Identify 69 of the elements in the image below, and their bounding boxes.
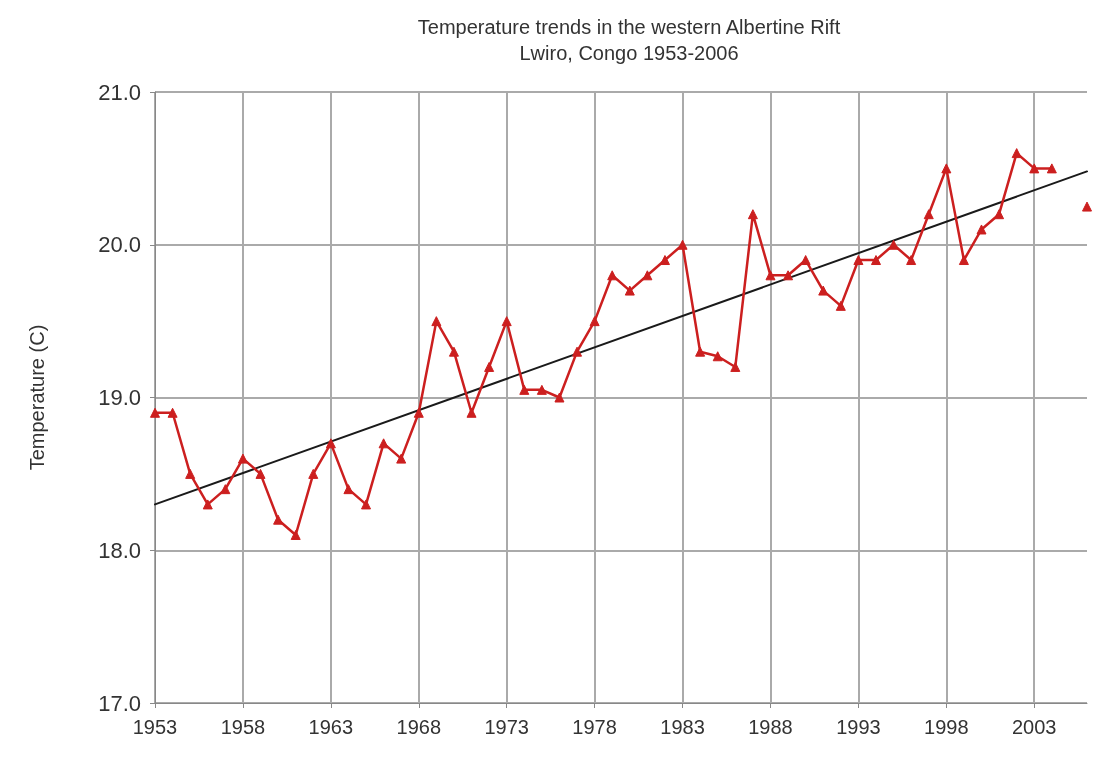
y-tick-label: 17.0 — [98, 690, 141, 716]
point — [712, 351, 723, 362]
x-tick-label: 1968 — [396, 716, 442, 738]
point — [747, 209, 758, 220]
x-tick-label: 2003 — [1012, 716, 1057, 738]
point — [554, 392, 565, 403]
point — [290, 529, 301, 540]
x-tick-label: 1998 — [924, 716, 969, 738]
point — [1011, 148, 1022, 159]
y-axis-title: Temperature (C) — [26, 324, 48, 471]
point — [976, 224, 987, 235]
point — [448, 346, 459, 357]
point — [906, 255, 917, 266]
point — [677, 239, 688, 250]
point — [695, 346, 706, 357]
point — [396, 453, 407, 464]
point — [607, 270, 618, 281]
point — [413, 407, 424, 418]
point — [730, 361, 741, 372]
point — [237, 453, 248, 464]
point — [325, 438, 336, 449]
point — [308, 468, 319, 479]
point — [536, 384, 547, 395]
point — [783, 270, 794, 281]
x-tick-label: 1958 — [220, 716, 266, 738]
point — [1029, 163, 1040, 174]
point — [220, 484, 231, 495]
y-tick-label: 21.0 — [98, 79, 141, 105]
x-tick-label: 1988 — [748, 716, 793, 738]
point — [818, 285, 829, 296]
y-tick-label: 19.0 — [98, 385, 141, 410]
point — [361, 499, 372, 510]
point — [572, 346, 583, 357]
point — [501, 316, 512, 327]
point — [941, 163, 952, 174]
point — [466, 407, 477, 418]
point — [888, 239, 899, 250]
chart-title: Temperature trends in the western Albertine Rift — [417, 16, 841, 38]
point — [835, 300, 846, 311]
point — [870, 255, 881, 266]
x-tick-label: 1963 — [308, 716, 354, 738]
x-tick-label: 1973 — [484, 716, 529, 738]
point — [765, 270, 776, 281]
point — [202, 499, 213, 510]
point — [431, 316, 442, 327]
chart-subtitle: Lwiro, Congo 1953-2006 — [519, 42, 739, 64]
point — [1046, 163, 1057, 174]
point — [255, 468, 266, 479]
point — [150, 407, 160, 418]
point — [958, 255, 969, 266]
x-tick-label: 1953 — [132, 716, 178, 738]
y-tick-label: 18.0 — [98, 537, 141, 563]
point — [642, 270, 653, 281]
point — [994, 209, 1005, 220]
y-tick-label: 20.0 — [98, 232, 141, 258]
x-tick-label: 1993 — [836, 716, 881, 738]
point — [519, 384, 530, 395]
point — [589, 316, 600, 327]
point — [167, 407, 178, 418]
point — [343, 484, 354, 495]
point — [185, 468, 196, 479]
point — [624, 285, 635, 296]
x-tick-label: 1983 — [660, 716, 705, 738]
x-tick-label: 1978 — [572, 716, 617, 738]
point — [484, 361, 495, 372]
point — [923, 209, 934, 220]
point — [853, 255, 864, 266]
point — [378, 438, 389, 449]
point — [1082, 201, 1092, 212]
